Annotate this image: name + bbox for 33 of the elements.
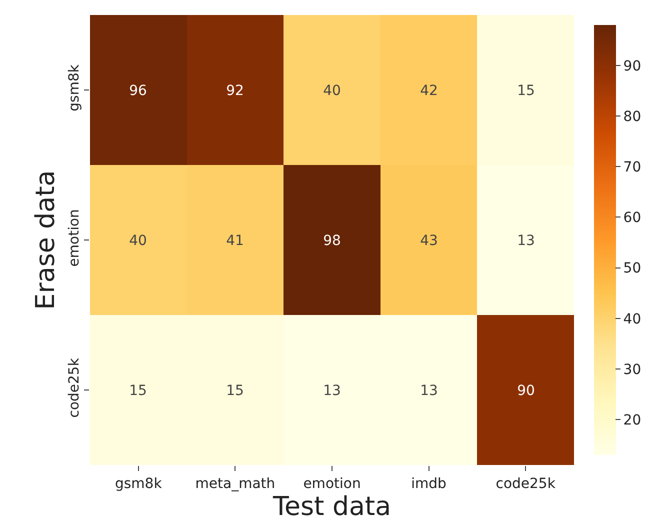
data-label: 96 — [129, 82, 147, 99]
y-tick-label: code25k — [66, 357, 82, 418]
data-label: 15 — [226, 382, 244, 399]
data-label: 90 — [517, 382, 535, 399]
data-label: 43 — [420, 232, 438, 249]
data-label: 41 — [226, 232, 244, 249]
x-tick-label: code25k — [496, 476, 556, 492]
x-tick-label: meta_math — [195, 476, 276, 492]
color-bar-label: 20 — [623, 412, 642, 428]
color-bar-label: 30 — [623, 362, 642, 378]
color-bar-label: 90 — [623, 58, 642, 74]
color-bar-label: 60 — [623, 210, 642, 226]
x-tick-label: emotion — [303, 476, 361, 492]
x-tick-label: gsm8k — [114, 476, 163, 492]
y-tick-label: emotion — [66, 209, 82, 267]
x-tick-label: imdb — [411, 476, 447, 492]
data-label: 13 — [517, 232, 535, 249]
data-label: 13 — [323, 382, 341, 399]
data-label: 13 — [420, 382, 438, 399]
y-axis-title: Erase data — [30, 170, 61, 310]
data-label: 92 — [226, 82, 244, 99]
y-tick-label: gsm8k — [66, 64, 82, 112]
data-label: 98 — [323, 232, 341, 249]
data-label: 15 — [517, 82, 535, 99]
data-label: 40 — [129, 232, 147, 249]
data-label: 40 — [323, 82, 341, 99]
color-bar-label: 50 — [623, 260, 642, 277]
data-label: 15 — [129, 382, 147, 399]
data-label: 42 — [420, 82, 438, 99]
color-bar-label: 70 — [623, 160, 642, 176]
color-bar-label: 40 — [623, 311, 642, 328]
x-axis-title: Test data — [272, 492, 392, 522]
color-bar-label: 80 — [623, 108, 642, 125]
